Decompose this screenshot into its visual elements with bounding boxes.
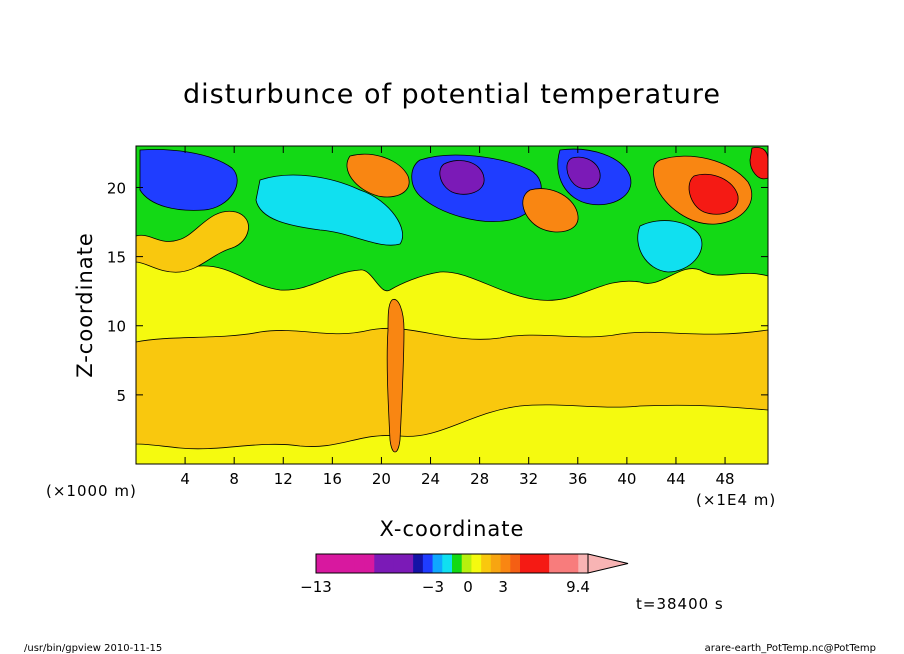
x-tick-label: 24 (421, 470, 440, 488)
colorbar-segment (393, 554, 404, 573)
upper-orange-mid-2 (522, 188, 579, 233)
colorbar-segment (529, 554, 540, 573)
upper-orange-left (136, 210, 249, 273)
colorbar-segment (422, 554, 434, 573)
colorbar-segment (354, 554, 366, 573)
x-unit-left: (×1000 m) (46, 482, 137, 500)
y-axis: 5 10 15 20 (107, 179, 768, 405)
time-label: t=38400 s (636, 595, 724, 613)
chart-title: disturbunce of potential temperature (183, 79, 721, 110)
colorbar-segment (452, 554, 463, 573)
colorbar-segment (432, 554, 443, 573)
plot-frame (135, 145, 769, 465)
upper-blue-1 (139, 149, 238, 211)
colorbar-segment (325, 554, 336, 573)
x-tick-label: 12 (274, 470, 293, 488)
y-tick-label: 5 (116, 387, 126, 405)
colorbar-segment (568, 554, 579, 573)
x-unit-right: (×1E4 m) (696, 491, 776, 509)
colorbar-tick-label: 9.4 (566, 578, 590, 596)
upper-orange-mid-1 (346, 153, 410, 198)
colorbar-extend-arrow (587, 553, 629, 574)
central-plume (386, 298, 405, 453)
colorbar-segment (558, 554, 570, 573)
colorbar-segment (578, 554, 589, 573)
lower-orange-band (136, 327, 768, 450)
colorbar (315, 553, 629, 574)
upper-purple-2 (566, 156, 601, 190)
colorbar-segment (500, 554, 511, 573)
colorbar-segment (549, 554, 560, 573)
x-tick-label: 44 (666, 470, 685, 488)
colorbar-segment (413, 554, 424, 573)
upper-red-corner (749, 147, 768, 180)
colorbar-frame (315, 553, 589, 574)
x-tick-label: 8 (229, 470, 239, 488)
colorbar-tick-label: −3 (422, 578, 444, 596)
colorbar-segment (471, 554, 482, 573)
footer-right: arare-earth_PotTemp.nc@PotTemp (705, 643, 876, 654)
x-tick-label: 48 (716, 470, 735, 488)
footer-left: /usr/bin/gpview 2010-11-15 (24, 643, 162, 654)
upper-red-right (688, 173, 739, 215)
colorbar-segment (539, 554, 550, 573)
colorbar-segment (384, 554, 395, 573)
colorbar-segment (335, 554, 346, 573)
colorbar-tick-label: 0 (463, 578, 473, 596)
x-tick-label: 28 (470, 470, 489, 488)
upper-cyan-1 (255, 174, 403, 246)
colorbar-segment (316, 554, 327, 573)
colorbar-tick-labels: −13 −3 0 3 9.4 (300, 578, 590, 596)
colorbar-segment (364, 554, 375, 573)
x-tick-label: 20 (372, 470, 391, 488)
y-tick-label: 20 (107, 179, 126, 197)
upper-cyan-2 (637, 220, 703, 273)
x-tick-label: 32 (519, 470, 538, 488)
colorbar-segment (403, 554, 414, 573)
colorbar-segment (520, 554, 531, 573)
colorbar-segment (490, 554, 502, 573)
y-tick-label: 10 (107, 318, 126, 336)
colorbar-segment (345, 554, 356, 573)
colorbar-segment (510, 554, 521, 573)
contour-field (136, 146, 768, 464)
x-tick-label: 16 (323, 470, 342, 488)
y-tick-label: 15 (107, 249, 126, 267)
upper-purple-1 (439, 160, 485, 195)
colorbar-tick-label: −13 (300, 578, 332, 596)
x-axis-label: X-coordinate (380, 517, 525, 541)
x-axis: 4 8 12 16 20 24 28 32 36 40 44 48 (180, 146, 735, 488)
colorbar-tick-label: 3 (498, 578, 508, 596)
x-tick-label: 4 (180, 470, 190, 488)
colorbar-segment (461, 554, 472, 573)
y-axis-label: Z-coordinate (73, 232, 97, 378)
colorbar-segment (374, 554, 385, 573)
colorbar-segment (481, 554, 492, 573)
x-tick-label: 36 (568, 470, 587, 488)
x-tick-label: 40 (617, 470, 636, 488)
colorbar-segment (442, 554, 453, 573)
